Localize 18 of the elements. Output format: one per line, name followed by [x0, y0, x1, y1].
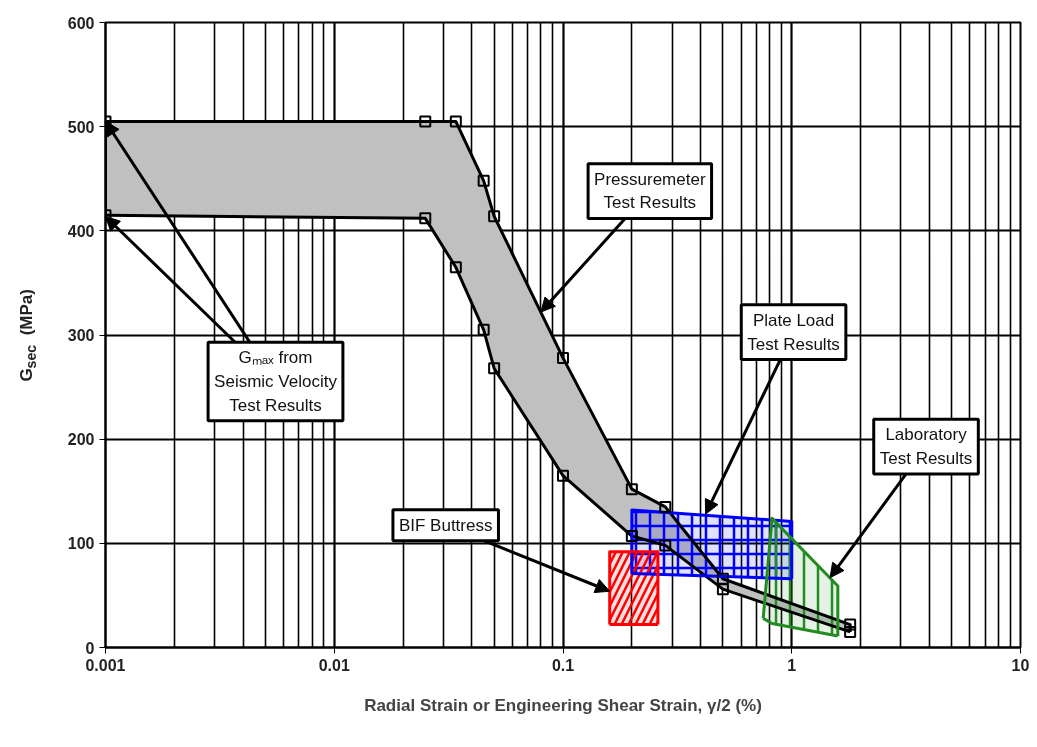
y-tick-label: 100 — [67, 535, 95, 553]
y-tick-label: 500 — [67, 118, 95, 136]
y-tick-label: 0 — [85, 639, 95, 657]
x-tick-label: 0.001 — [85, 656, 126, 674]
annotation: Gₘₐₓ from Seismic Velocity Test Results — [214, 348, 338, 415]
y-tick-label: 400 — [67, 222, 95, 240]
x-tick-label: 10 — [1011, 656, 1030, 674]
x-tick-label: 0.1 — [551, 656, 575, 674]
x-axis-title: Radial Strain or Engineering Shear Strain, γ/2 (%) — [364, 695, 762, 715]
x-tick-label: 1 — [787, 656, 797, 674]
y-tick-label: 600 — [67, 14, 95, 32]
annotation: BIF Buttress — [398, 515, 493, 535]
annotation: Plate Load Test Results — [747, 310, 840, 354]
annotation: Laboratory Test Results — [879, 425, 973, 469]
y-tick-label: 200 — [67, 431, 95, 449]
x-tick-label: 0.01 — [318, 656, 350, 674]
annotation: Pressuremeter Test Results — [594, 169, 706, 213]
y-tick-label: 300 — [67, 327, 95, 344]
